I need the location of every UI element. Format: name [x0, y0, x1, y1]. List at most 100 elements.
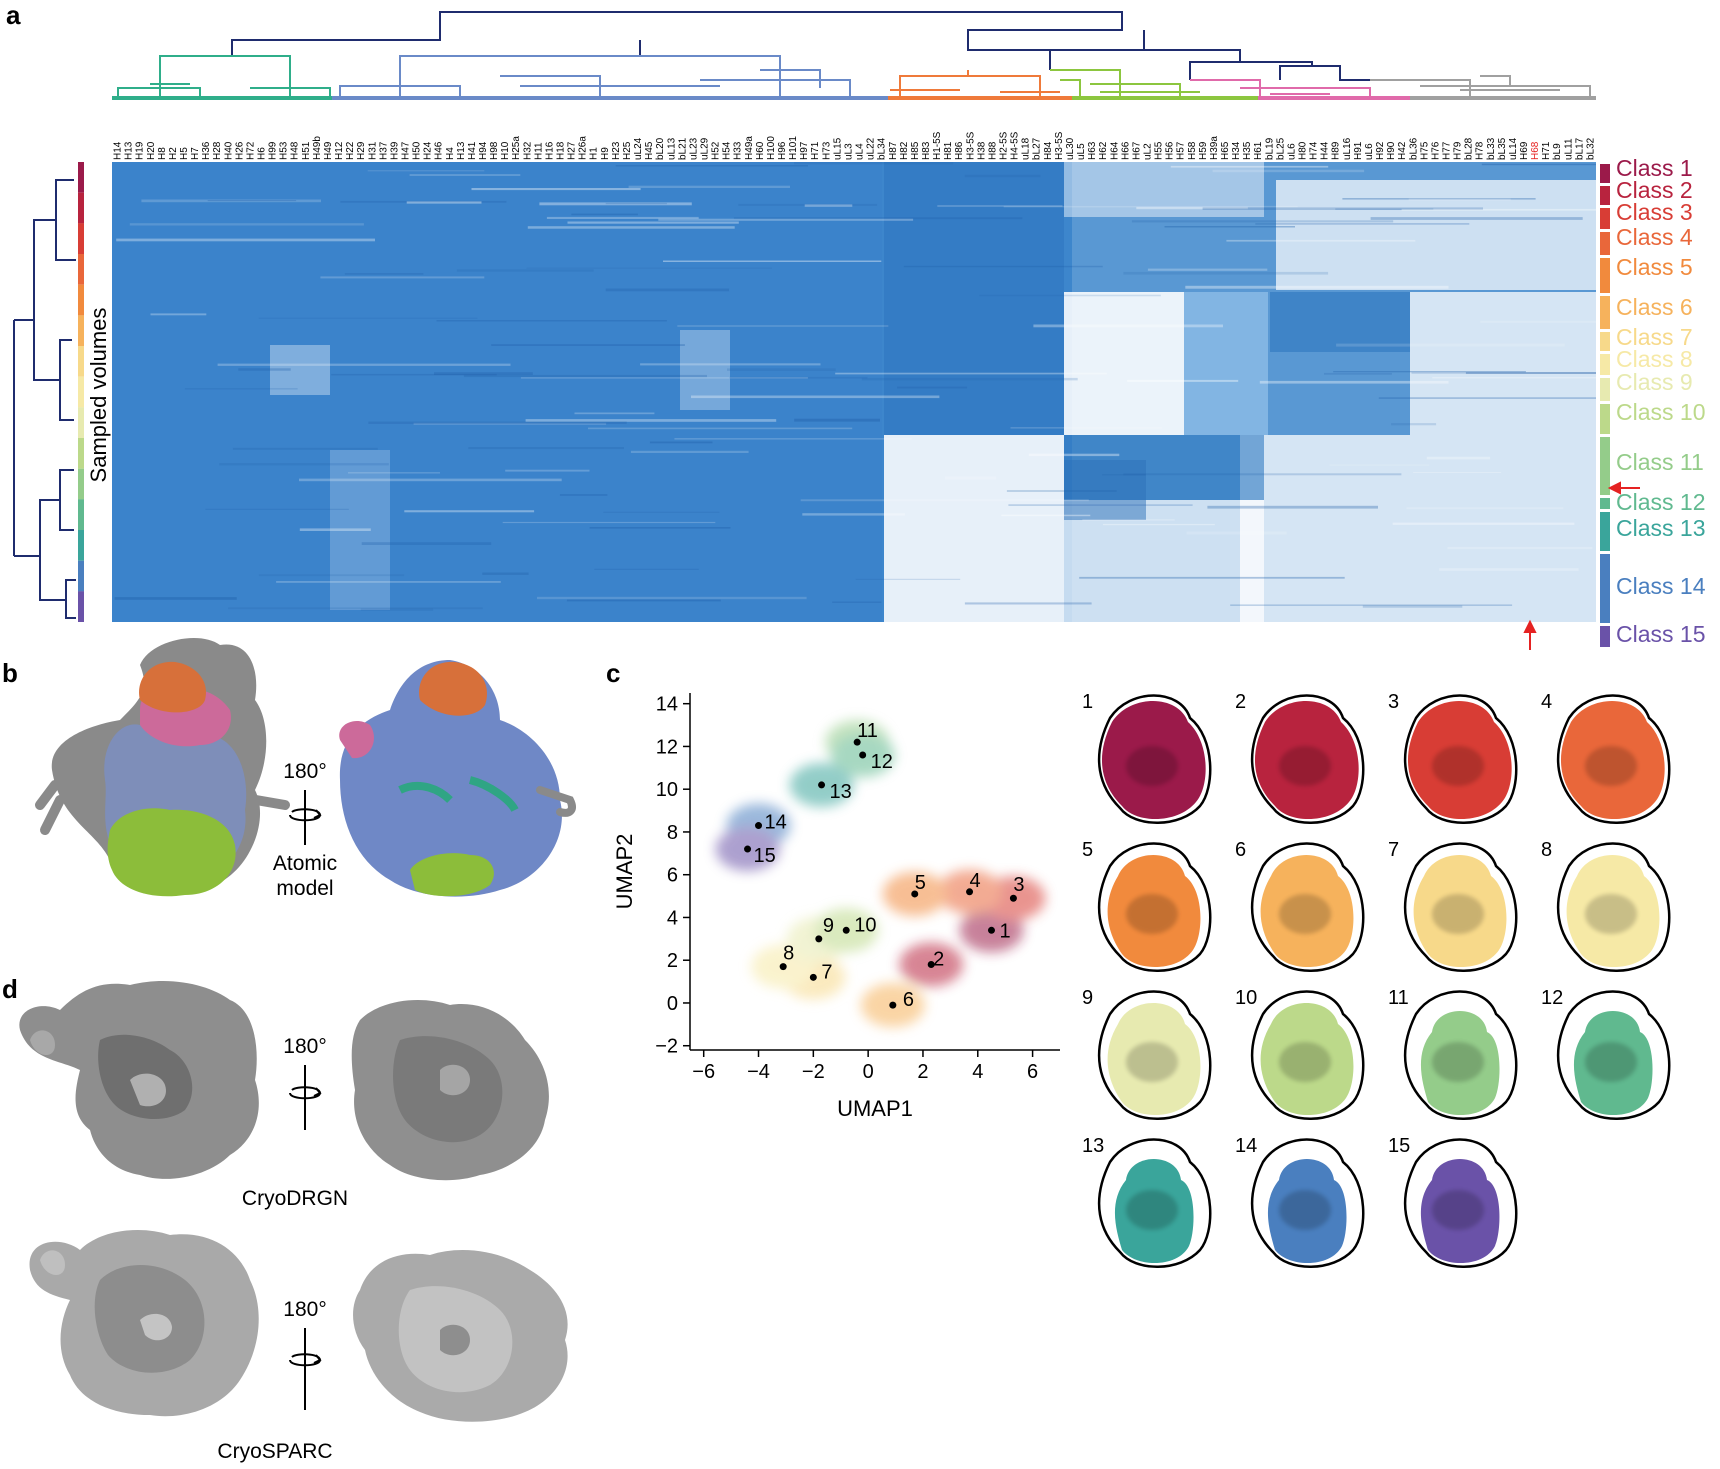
column-label: H94	[478, 141, 489, 160]
class-volume: 10	[1235, 987, 1365, 1120]
umap-point	[1009, 894, 1017, 902]
umap-point-label: 4	[970, 870, 981, 892]
class-color-bar	[1600, 164, 1610, 183]
column-label: H39a	[1209, 136, 1220, 160]
class-volume: 9	[1082, 987, 1212, 1120]
column-label: uL22	[866, 137, 877, 160]
panel-d-rotation-bottom: 180°	[283, 1298, 326, 1321]
column-label: H37	[378, 141, 389, 160]
column-label: H24	[423, 141, 434, 160]
column-label: H18	[556, 141, 567, 160]
cryosparc-back	[353, 1250, 568, 1422]
class-volume: 6	[1235, 839, 1365, 972]
class-color-bar	[1600, 332, 1610, 351]
column-label: H11	[533, 142, 544, 160]
column-label: H85	[910, 141, 921, 160]
umap-point	[859, 751, 867, 759]
y-tick-label: 0	[667, 993, 678, 1015]
rotation-icon-b	[289, 790, 322, 845]
umap-point-label: 9	[823, 915, 834, 937]
class-label: Class 2	[1616, 177, 1693, 203]
class-volume-label: 5	[1082, 839, 1093, 861]
umap-point	[744, 845, 752, 853]
column-label: H64	[1109, 141, 1120, 160]
column-label: H5	[179, 147, 190, 160]
column-label: H63	[1087, 141, 1098, 160]
umap-point-label: 10	[854, 914, 876, 936]
umap-ylabel: UMAP2	[612, 834, 637, 910]
column-label: bL17	[1574, 137, 1585, 160]
umap-point-label: 8	[783, 943, 794, 965]
column-label: H41	[467, 141, 478, 160]
umap-point	[809, 973, 817, 981]
column-label: H80	[1298, 141, 1309, 160]
column-label: H44	[1320, 141, 1331, 160]
class-volume: 14	[1235, 1135, 1365, 1268]
panel-label-d: d	[2, 974, 18, 1004]
column-label: H2	[168, 147, 179, 160]
column-label: uL30	[1065, 137, 1076, 160]
column-label: H72	[245, 141, 256, 160]
class-volume-label: 15	[1388, 1135, 1410, 1157]
x-tick-label: −2	[802, 1061, 825, 1083]
rotation-icon-d-bottom	[289, 1328, 322, 1410]
class-label: Class 12	[1616, 489, 1705, 515]
column-label: H65	[1220, 141, 1231, 160]
umap-point-label: 11	[857, 720, 878, 742]
column-label: H8	[157, 147, 168, 160]
column-label: H36	[201, 141, 212, 160]
class-color-bar	[1600, 258, 1610, 293]
column-label: H101	[788, 136, 799, 160]
panel-d-caption-bottom: CryoSPARC	[217, 1440, 332, 1463]
class-volume: 15	[1388, 1135, 1518, 1268]
cryodrgn-back	[351, 1000, 549, 1181]
y-tick-label: 8	[667, 822, 678, 844]
class-color-bar	[1600, 354, 1610, 375]
class-volume-label: 4	[1541, 691, 1552, 713]
column-label: H33	[733, 141, 744, 160]
class-volume: 8	[1541, 839, 1671, 972]
column-label: H54	[722, 141, 733, 160]
column-label: uL3	[843, 143, 854, 160]
class-volume: 2	[1235, 691, 1365, 824]
class-color-bar	[1600, 512, 1610, 551]
class-volume-label: 13	[1082, 1135, 1104, 1157]
umap-point-label: 5	[915, 872, 926, 894]
class-label: Class 6	[1616, 294, 1693, 320]
class-volume-label: 2	[1235, 691, 1246, 713]
column-label: uL18	[1021, 137, 1032, 160]
column-label: H25a	[511, 136, 522, 160]
column-labels: H14 H13 H19 H20 H8 H2 H5 H7 H36 H28 H40 H26 H72 H6 H99…	[113, 131, 1597, 160]
column-label: H4-5S	[1010, 131, 1021, 160]
column-label: H42	[1397, 141, 1408, 160]
umap-point	[755, 822, 763, 830]
panel-label-c: c	[606, 658, 620, 688]
umap-point	[966, 888, 974, 896]
class-volume-label: 10	[1235, 987, 1257, 1009]
class-label: Class 8	[1616, 346, 1693, 372]
column-label: uL11	[1563, 138, 1574, 160]
class-volume: 5	[1082, 839, 1212, 972]
column-label: uL29	[699, 137, 710, 160]
panel-b-caption-line2: model	[276, 877, 333, 900]
class-label: Class 7	[1616, 324, 1693, 350]
column-label: bL25	[1275, 137, 1286, 160]
column-label: uL5	[1076, 143, 1087, 160]
class-volume: 12	[1541, 987, 1671, 1120]
column-label: H86	[954, 141, 965, 160]
column-label: H19	[135, 141, 146, 160]
panel-label-b: b	[2, 658, 18, 688]
class-color-bar	[1600, 186, 1610, 205]
column-label: H79	[1453, 141, 1464, 160]
column-label: H55	[1154, 141, 1165, 160]
column-label: bL35	[1497, 137, 1508, 160]
column-label: bL36	[1408, 137, 1419, 160]
column-label: H49b	[312, 136, 323, 160]
umap-point	[987, 926, 995, 934]
panel-label-a: a	[6, 0, 21, 30]
y-tick-label: −2	[655, 1036, 678, 1058]
column-label: H83	[921, 141, 932, 160]
column-label: H90	[1386, 141, 1397, 160]
class-volume: 3	[1388, 691, 1518, 824]
class-label: Class 11	[1616, 449, 1704, 475]
